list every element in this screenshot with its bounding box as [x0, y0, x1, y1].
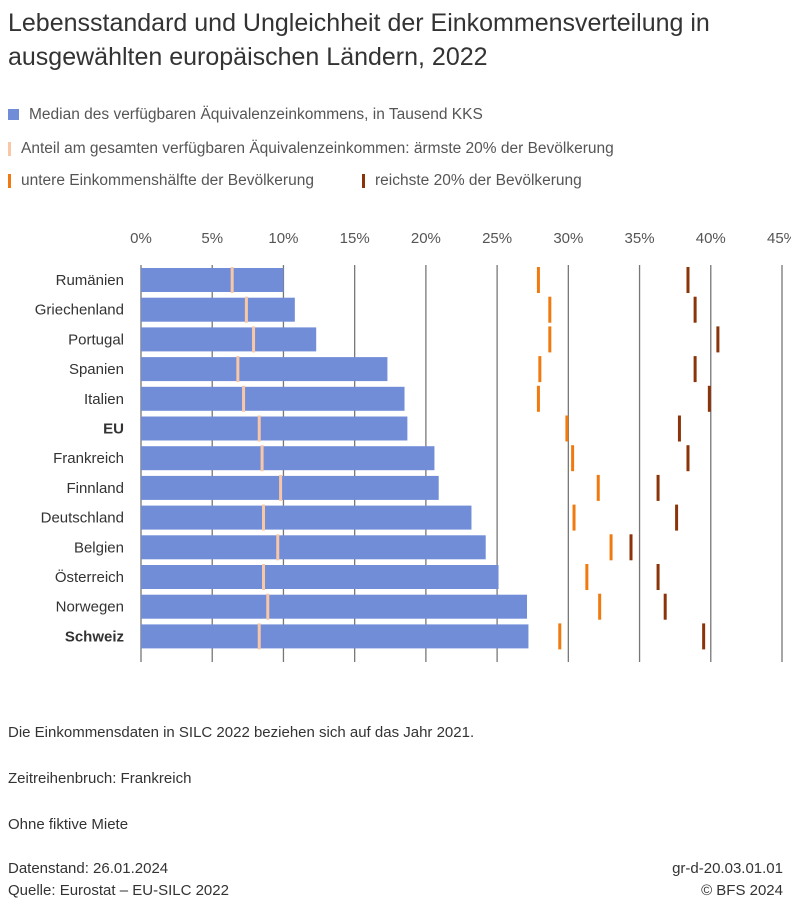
tick-lower-half: [548, 296, 552, 323]
tick-lower-half: [609, 534, 613, 561]
legend-item-poorest: Anteil am gesamten verfügbaren Äquivalen…: [8, 140, 614, 158]
category-label: Schweiz: [65, 628, 124, 645]
legend-label: Anteil am gesamten verfügbaren Äquivalen…: [21, 140, 614, 157]
x-tick-label: 0%: [130, 230, 152, 247]
bar-median: [141, 475, 439, 500]
copyright: © BFS 2024: [701, 882, 783, 899]
tick-poorest: [244, 296, 248, 323]
tick-poorest: [252, 326, 256, 353]
bar-median: [141, 535, 486, 560]
legend-label: untere Einkommenshälfte der Bevölkerung: [21, 172, 314, 189]
category-label: Deutschland: [41, 510, 124, 527]
tick-richest: [677, 415, 681, 442]
tick-lower-half: [572, 504, 576, 531]
tick-poorest: [230, 267, 234, 293]
legend-item-lower-half: untere Einkommenshälfte der Bevölkerung: [8, 172, 314, 190]
tick-richest: [675, 504, 679, 531]
x-tick-label: 45%: [767, 230, 791, 247]
category-label: Finnland: [66, 480, 124, 497]
tick-richest: [656, 564, 660, 590]
x-tick-label: 30%: [553, 230, 583, 247]
bar-median: [141, 594, 528, 619]
category-label: EU: [103, 421, 124, 438]
tick-poorest: [242, 385, 246, 412]
x-tick-label: 40%: [696, 230, 726, 247]
category-label: Österreich: [55, 568, 124, 586]
legend-swatch: [8, 141, 11, 156]
bar-median: [141, 268, 284, 292]
tick-lower-half: [548, 326, 552, 353]
tick-poorest: [262, 504, 266, 531]
legend-item-richest: reichste 20% der Bevölkerung: [362, 172, 582, 190]
bar-median: [141, 505, 472, 530]
bar-median: [141, 357, 388, 382]
tick-poorest: [257, 623, 261, 650]
tick-richest: [629, 534, 633, 561]
tick-richest: [656, 474, 660, 501]
datenstand: Datenstand: 26.01.2024: [8, 860, 169, 877]
category-label: Portugal: [68, 331, 124, 348]
note-3: Ohne fiktive Miete: [8, 816, 129, 833]
tick-poorest: [260, 445, 264, 472]
x-tick-label: 25%: [482, 230, 512, 247]
tick-richest: [686, 267, 690, 293]
tick-lower-half: [536, 385, 540, 412]
note-2: Zeitreihenbruch: Frankreich: [8, 770, 192, 787]
category-label: Griechenland: [35, 302, 124, 319]
category-label: Frankreich: [53, 450, 124, 467]
tick-lower-half: [571, 445, 575, 472]
tick-poorest: [257, 415, 261, 442]
legend-item-median: Median des verfügbaren Äquivalenzeinkomm…: [8, 106, 483, 124]
bar-median: [141, 386, 405, 411]
tick-poorest: [262, 564, 266, 590]
bar-median: [141, 327, 317, 352]
tick-lower-half: [565, 415, 569, 442]
tick-richest: [686, 445, 690, 472]
bar-median: [141, 624, 529, 649]
tick-richest: [663, 593, 667, 620]
chart-code: gr-d-20.03.01.01: [672, 860, 783, 877]
legend-label: Median des verfügbaren Äquivalenzeinkomm…: [29, 106, 483, 123]
bar-median: [141, 446, 435, 471]
tick-richest: [702, 623, 706, 650]
tick-poorest: [279, 474, 283, 501]
tick-richest: [693, 356, 697, 383]
source: Quelle: Eurostat – EU-SILC 2022: [8, 882, 229, 899]
bar-median: [141, 416, 408, 441]
chart-title: Lebensstandard und Ungleichheit der Eink…: [8, 9, 710, 71]
x-tick-label: 35%: [625, 230, 655, 247]
legend-swatch: [362, 173, 365, 188]
tick-lower-half: [598, 593, 602, 620]
tick-poorest: [236, 356, 240, 383]
bar-median: [141, 297, 295, 322]
tick-lower-half: [538, 356, 542, 383]
tick-lower-half: [536, 267, 540, 293]
legend-label: reichste 20% der Bevölkerung: [375, 172, 582, 189]
tick-poorest: [276, 534, 280, 561]
tick-lower-half: [558, 623, 562, 650]
x-tick-label: 5%: [201, 230, 223, 247]
category-label: Rumänien: [56, 272, 124, 289]
tick-lower-half: [596, 474, 600, 501]
x-tick-label: 20%: [411, 230, 441, 247]
tick-richest: [693, 296, 697, 323]
tick-richest: [716, 326, 720, 353]
legend-swatch: [8, 109, 19, 121]
note-1: Die Einkommensdaten in SILC 2022 beziehe…: [8, 724, 475, 741]
x-tick-label: 10%: [268, 230, 298, 247]
category-label: Spanien: [69, 361, 124, 378]
bar-median: [141, 565, 499, 589]
x-tick-label: 15%: [340, 230, 370, 247]
tick-poorest: [266, 593, 270, 620]
tick-lower-half: [585, 564, 589, 590]
category-label: Italien: [84, 391, 124, 408]
tick-richest: [707, 385, 711, 412]
category-label: Belgien: [74, 539, 124, 556]
legend-swatch: [8, 173, 11, 188]
category-label: Norwegen: [56, 599, 124, 616]
chart-plot: 0% 5% 10% 15% 20% 25% 30% 35% 40% 45% Rumänien Grie…: [35, 230, 791, 662]
